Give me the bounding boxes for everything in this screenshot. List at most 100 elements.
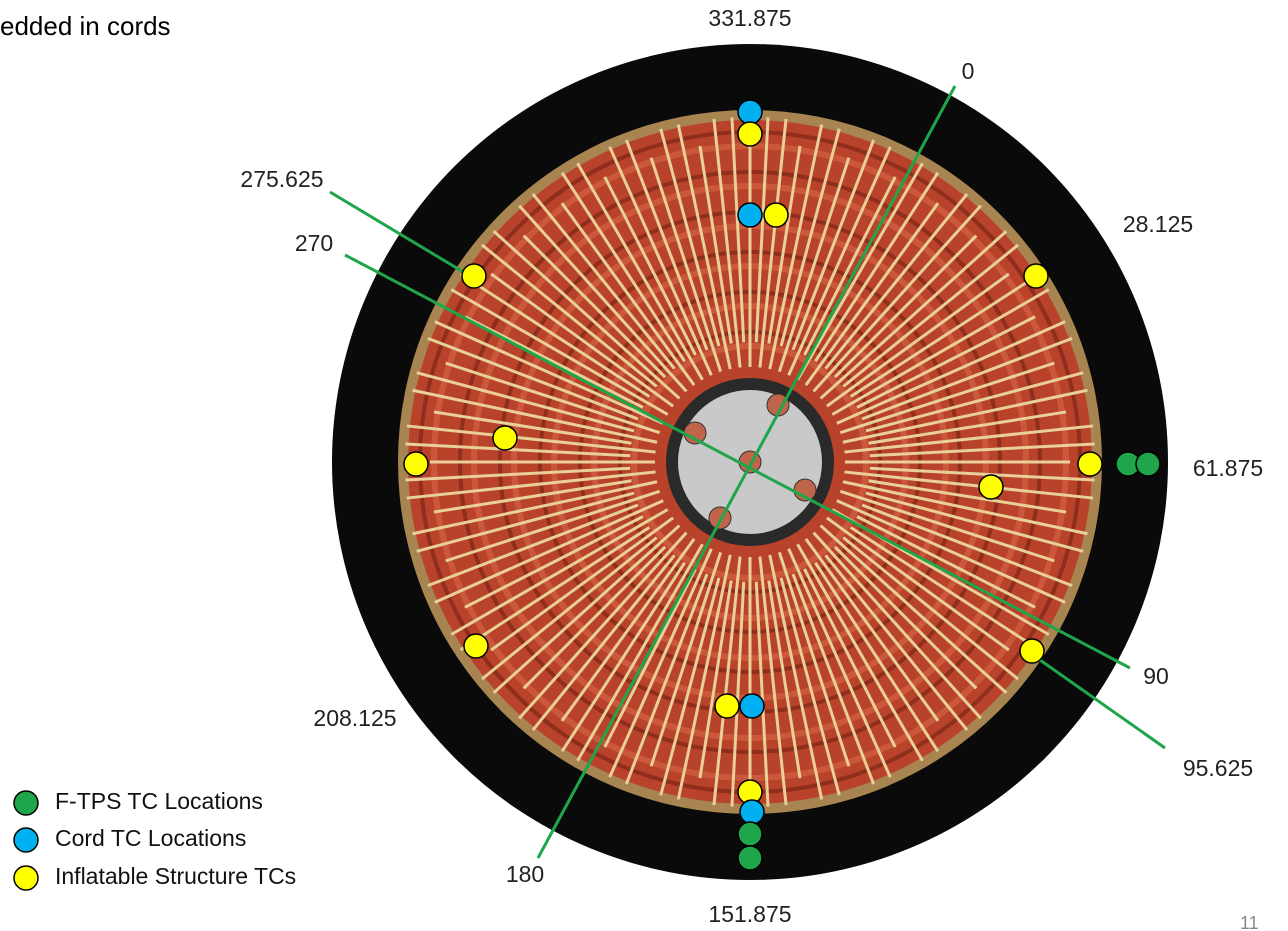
cord [812, 531, 982, 720]
cord [434, 499, 664, 604]
cord [433, 479, 632, 514]
cord [849, 272, 1041, 398]
cord [608, 146, 713, 376]
cord [676, 124, 732, 370]
cord [849, 526, 1041, 652]
cord [490, 272, 675, 408]
cord [492, 230, 681, 400]
cord [490, 516, 675, 652]
cord [416, 371, 635, 433]
cord [698, 580, 733, 779]
cord [767, 145, 802, 344]
angle-label: 0 [962, 58, 975, 84]
angle-label: 180 [506, 861, 544, 887]
cord [833, 234, 978, 379]
cord [659, 128, 721, 347]
cord [856, 315, 1036, 409]
cord [560, 171, 686, 363]
cord [603, 176, 697, 356]
tc-marker [737, 821, 763, 847]
cord [777, 551, 851, 767]
cord [825, 516, 1010, 652]
angle-label: 270 [295, 230, 333, 256]
cord [405, 442, 631, 458]
cord [531, 192, 676, 370]
tc-marker [763, 202, 789, 228]
legend-swatch [13, 790, 39, 816]
cord [856, 515, 1036, 609]
cord [560, 561, 686, 753]
cord [812, 204, 982, 393]
tc-marker [492, 425, 518, 451]
cord [492, 524, 681, 694]
cord [676, 554, 732, 800]
cord [416, 491, 635, 553]
cord [522, 234, 667, 379]
legend-label: F-TPS TC Locations [55, 788, 263, 814]
cord [824, 192, 969, 370]
cord [803, 176, 897, 356]
cord [434, 320, 664, 425]
cord [779, 577, 841, 796]
cord [814, 171, 940, 363]
cord [868, 479, 1067, 514]
cord [576, 543, 704, 762]
cord [560, 202, 696, 387]
tc-marker [978, 474, 1004, 500]
cord [865, 371, 1084, 433]
cord [831, 288, 1050, 416]
cord [576, 162, 704, 381]
cord [464, 315, 644, 409]
cord [868, 410, 1067, 445]
angle-line [344, 253, 1131, 670]
cord [445, 489, 661, 563]
tc-marker [463, 633, 489, 659]
cord [406, 424, 656, 454]
cord [758, 118, 788, 368]
cord [861, 503, 1073, 588]
angle-label: 151.875 [708, 901, 791, 927]
cord [768, 554, 824, 800]
cord [865, 491, 1084, 553]
tc-marker [1135, 451, 1161, 477]
cord [842, 480, 1088, 536]
cord [861, 336, 1073, 421]
cord [842, 536, 1020, 681]
cord [560, 537, 696, 722]
cord [459, 272, 651, 398]
cord [480, 243, 658, 388]
cord [518, 204, 688, 393]
cord [833, 545, 978, 690]
cord [730, 581, 746, 807]
tc-marker [739, 799, 765, 825]
cord [649, 157, 723, 373]
angle-label: 61.875 [1193, 455, 1263, 481]
cord [779, 128, 841, 347]
cord [825, 272, 1010, 408]
cord [522, 545, 667, 690]
angle-label: 275.625 [240, 166, 323, 192]
cord [839, 489, 1055, 563]
angle-label: 95.625 [1183, 755, 1253, 781]
cord [427, 336, 639, 421]
cord [842, 243, 1020, 388]
cord [459, 526, 651, 652]
tc-marker [737, 121, 763, 147]
cord [787, 146, 892, 376]
cord [712, 556, 742, 806]
header-text: edded in cords [0, 11, 171, 41]
angle-label: 331.875 [708, 5, 791, 31]
cord [405, 466, 631, 482]
tc-marker [1019, 638, 1045, 664]
cord [791, 139, 876, 351]
angle-lines [329, 85, 1166, 859]
cord [659, 577, 721, 796]
cord [518, 531, 688, 720]
cord [712, 118, 742, 368]
cord [791, 573, 876, 785]
cord [427, 503, 639, 588]
cord [768, 124, 824, 370]
angle-label: 28.125 [1123, 211, 1193, 237]
cord [754, 581, 770, 807]
legend-label: Cord TC Locations [55, 825, 246, 851]
